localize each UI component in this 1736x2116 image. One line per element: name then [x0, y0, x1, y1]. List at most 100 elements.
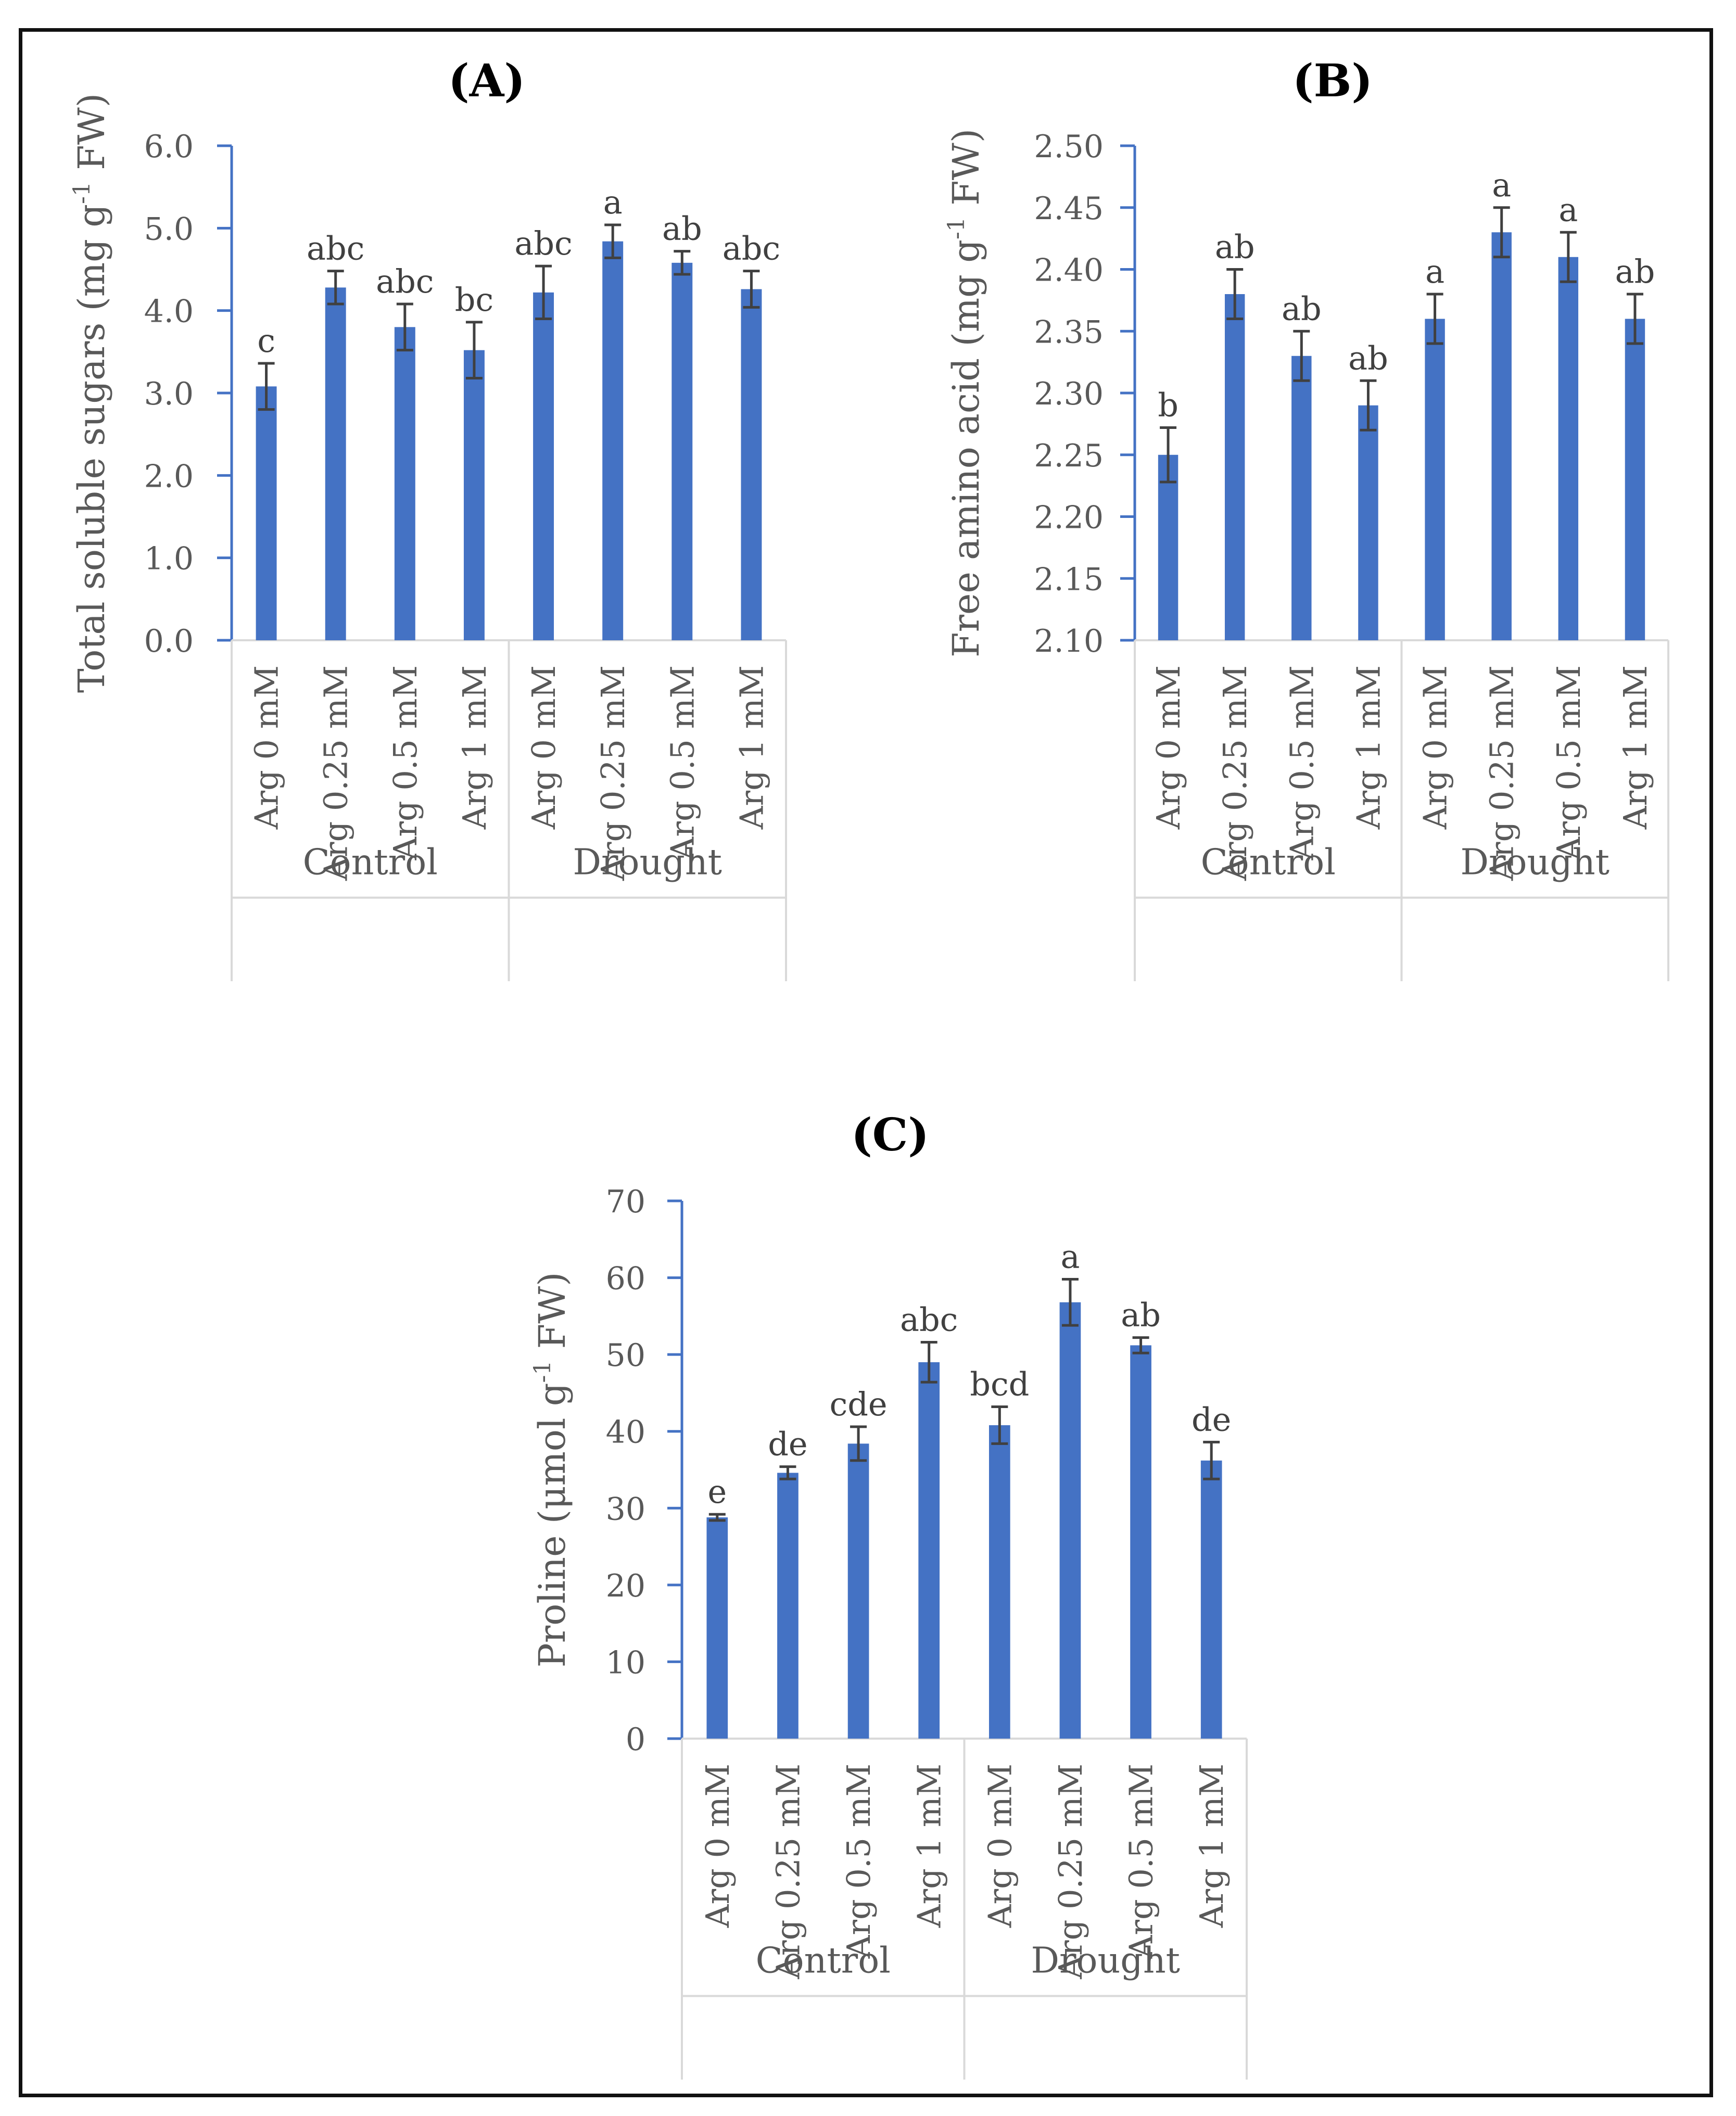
- significance-letter: ab: [1282, 289, 1322, 327]
- chart-panel-a: (A) 0.0 1.0 2.0 3.0 4.0 5.0 6.0 Total soluble su…: [69, 55, 787, 981]
- y-tick-label: 10: [606, 1644, 645, 1681]
- y-tick-label: 4.0: [144, 294, 194, 330]
- significance-letter: abc: [900, 1301, 958, 1339]
- category-label: Arg 0.25 mM: [1051, 1764, 1089, 1980]
- bar: [1224, 294, 1245, 640]
- y-axis-label: Proline (μmol g-1 FW): [529, 1272, 574, 1668]
- group-label: Control: [756, 1941, 891, 1982]
- category-axis-grid: [681, 1738, 1248, 2080]
- y-tick-label: 2.0: [144, 458, 194, 495]
- significance-letter: abc: [376, 262, 434, 300]
- y-tick-label: 2.25: [1034, 438, 1104, 474]
- category-label: Arg 0.25 mM: [1483, 665, 1521, 881]
- significance-letter: a: [1492, 166, 1511, 204]
- bar: [256, 386, 277, 640]
- y-tick-label: 2.40: [1034, 252, 1104, 289]
- error-bar: [535, 264, 552, 320]
- y-axis-label: Total soluble sugars (mg g-1 FW): [69, 93, 113, 693]
- bar: [394, 327, 415, 640]
- error-bar: [850, 1425, 867, 1462]
- bar: [1158, 454, 1179, 640]
- error-bar: [1061, 1278, 1079, 1327]
- category-label: Arg 0.5 mM: [386, 665, 424, 860]
- significance-letter: ab: [662, 210, 702, 248]
- category-label: Arg 0.5 mM: [1550, 665, 1588, 860]
- y-tick-label: 2.45: [1034, 191, 1104, 227]
- bar: [325, 287, 346, 640]
- significance-letter: abc: [307, 230, 364, 268]
- bar: [1358, 405, 1378, 640]
- significance-letter: ab: [1615, 252, 1655, 290]
- category-label: Arg 0.25 mM: [317, 665, 355, 881]
- y-tick-label: 6.0: [144, 129, 194, 165]
- category-label: Arg 0 mM: [525, 665, 563, 830]
- error-bar: [743, 270, 760, 309]
- category-label: Arg 0.5 mM: [1122, 1764, 1160, 1959]
- chart-title: (C): [851, 1109, 929, 1161]
- error-bar: [1293, 330, 1310, 382]
- error-bar: [708, 1513, 726, 1522]
- error-bar: [991, 1405, 1008, 1445]
- y-tick-label: 70: [606, 1184, 645, 1220]
- bar: [533, 292, 554, 640]
- category-axis-grid: [1134, 639, 1669, 981]
- y-tick-label: 5.0: [144, 211, 194, 247]
- significance-letter: a: [1558, 191, 1578, 229]
- y-tick-label: 2.10: [1034, 623, 1104, 660]
- significance-letter: a: [1060, 1238, 1080, 1276]
- y-tick-label: 2.30: [1034, 376, 1104, 412]
- significance-letter: a: [603, 183, 623, 221]
- y-axis-label: Free amino acid (mg g-1 FW): [943, 129, 987, 657]
- y-tick-label: 50: [606, 1337, 645, 1374]
- bar: [918, 1362, 940, 1739]
- significance-letter: bcd: [970, 1365, 1029, 1403]
- y-tick-label: 2.35: [1034, 314, 1104, 350]
- y-tick-label: 2.20: [1034, 500, 1104, 536]
- error-bar: [1226, 268, 1244, 320]
- category-label: Arg 0.25 mM: [594, 665, 632, 881]
- bar: [777, 1473, 799, 1739]
- y-tick-label: 0.0: [144, 623, 194, 660]
- significance-letter: bc: [455, 281, 493, 319]
- bar: [1200, 1460, 1222, 1739]
- bar: [602, 241, 624, 641]
- error-bar: [1426, 293, 1443, 345]
- bar: [671, 262, 693, 640]
- significance-letter: a: [1425, 252, 1444, 290]
- significance-letter: c: [257, 322, 275, 360]
- category-label: Arg 0 mM: [981, 1764, 1019, 1928]
- group-label: Drought: [573, 842, 722, 883]
- bar: [706, 1517, 728, 1739]
- y-tick-label: 1.0: [144, 541, 194, 577]
- chart-title: (B): [1293, 55, 1373, 107]
- category-label: Arg 0 mM: [1149, 665, 1187, 830]
- error-bar: [674, 250, 691, 276]
- error-bar: [1132, 1336, 1149, 1354]
- error-bar: [604, 223, 622, 259]
- significance-letter: ab: [1348, 339, 1388, 377]
- category-label: Arg 1 mM: [455, 665, 493, 830]
- category-label: Arg 0 mM: [1416, 665, 1454, 830]
- chart-panel-b: (B) 2.10 2.15 2.20 2.25 2.30 2.35 2.40 2.45 2.50 F…: [943, 55, 1669, 981]
- category-label: Arg 1 mM: [1193, 1764, 1231, 1928]
- error-bar: [1160, 426, 1177, 484]
- group-label: Control: [303, 842, 438, 883]
- category-label: Arg 1 mM: [1616, 665, 1654, 830]
- significance-letter: b: [1158, 386, 1179, 424]
- bar: [847, 1443, 869, 1739]
- significance-letter: ab: [1121, 1296, 1161, 1334]
- significance-letter: e: [707, 1473, 727, 1511]
- bar: [1425, 319, 1445, 640]
- bar: [463, 350, 485, 640]
- bar: [1291, 356, 1312, 640]
- y-tick-label: 30: [606, 1491, 645, 1527]
- error-bar: [465, 321, 483, 379]
- significance-letter: abc: [723, 230, 780, 268]
- error-bar: [327, 270, 344, 306]
- bar: [1130, 1345, 1151, 1739]
- error-bar: [779, 1465, 796, 1480]
- category-label: Arg 1 mM: [732, 665, 770, 830]
- significance-letter: de: [768, 1425, 807, 1463]
- category-label: Arg 0.25 mM: [1216, 665, 1254, 881]
